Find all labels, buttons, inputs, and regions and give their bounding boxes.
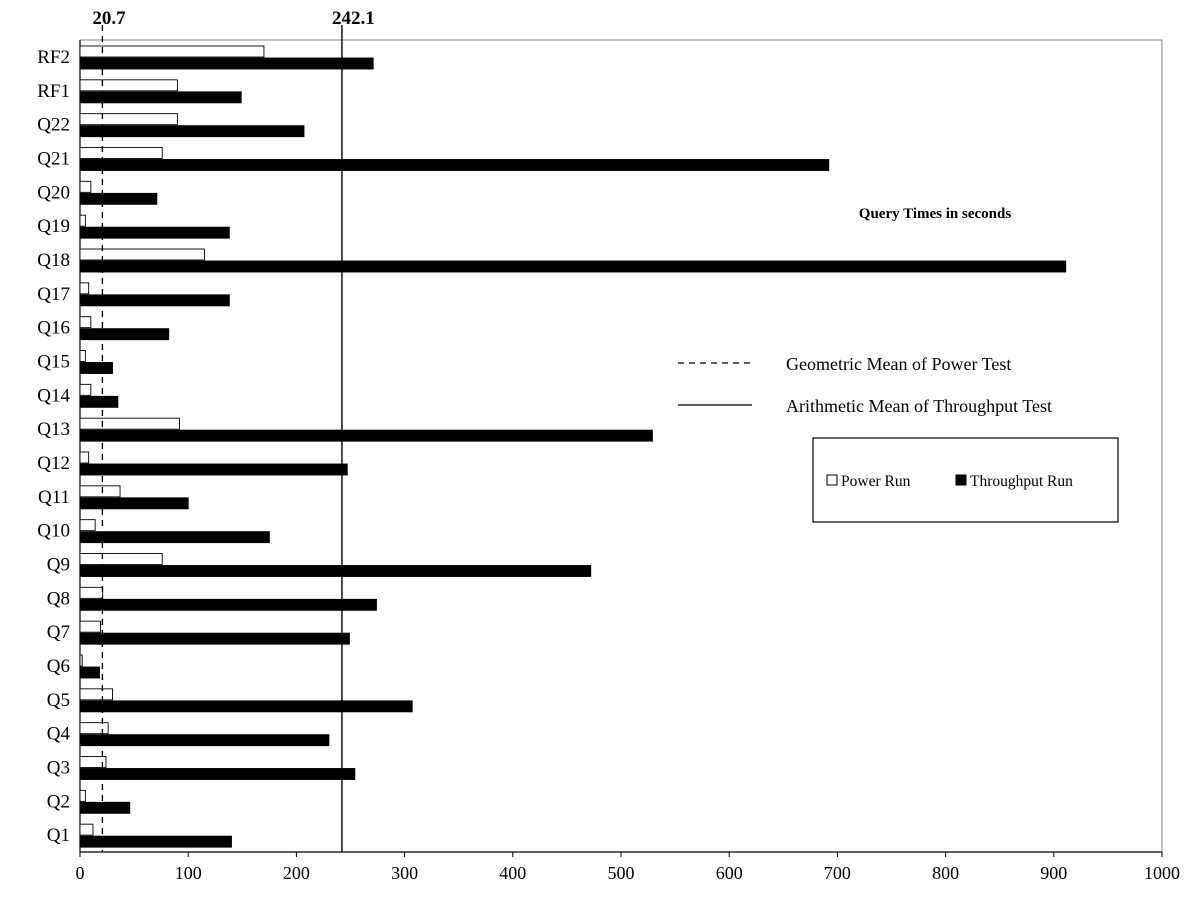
throughput-run-bar [79,565,592,577]
throughput-run-bar [79,632,350,645]
x-tick-label: 200 [283,863,310,883]
x-tick-label: 900 [1040,863,1067,883]
category-label: Q3 [47,757,70,778]
category-label: Q11 [38,487,70,508]
category-label: Q19 [37,216,70,237]
category-label: Q21 [37,148,70,169]
throughput-run-bar [79,429,653,442]
power-run-bar [79,586,104,599]
geometric-mean-label: 20.7 [92,8,126,29]
category-label: Q18 [37,250,70,271]
power-run-bar [79,417,180,430]
throughput-run-bar [79,801,131,814]
category-label: Q5 [47,690,70,711]
category-label: RF1 [37,81,70,102]
power-run-bar [79,350,86,362]
category-label: Q8 [47,588,70,609]
power-run-bar [79,316,92,329]
category-label: Q1 [47,825,70,846]
chart-annotation: Query Times in seconds [859,206,1012,222]
power-run-legend-label: Power Run [841,473,911,490]
x-tick-label: 300 [391,863,418,883]
category-label: Q2 [47,791,70,812]
power-run-bar [79,248,205,261]
category-label: Q13 [37,419,70,440]
throughput-run-bar [79,395,119,408]
arithmetic-mean-legend-label: Arithmetic Mean of Throughput Test [786,396,1052,416]
category-label: Q15 [37,351,70,372]
geometric-mean-legend-label: Geometric Mean of Power Test [786,354,1011,374]
throughput-run-bar [79,734,330,747]
throughput-run-bar [79,497,189,510]
power-run-bar [79,214,86,227]
category-label: Q16 [37,318,70,339]
throughput-run-bar [79,125,305,138]
category-label: Q17 [37,284,70,305]
category-label: Q6 [47,656,70,677]
category-label: RF2 [37,47,70,68]
power-run-bar [79,519,96,532]
x-tick-label: 400 [499,863,526,883]
x-tick-label: 100 [175,863,202,883]
x-tick-label: 600 [716,863,743,883]
throughput-run-bar [79,91,242,104]
power-run-bar [79,823,94,836]
power-run-bar [79,756,107,768]
throughput-run-legend-swatch [955,474,967,486]
category-label: Q4 [47,724,71,745]
x-tick-label: 500 [608,863,635,883]
power-run-bar [79,147,163,159]
throughput-run-bar [79,463,348,476]
power-run-bar [79,282,90,295]
category-label: Q12 [37,453,70,474]
x-tick-label: 700 [824,863,851,883]
category-label: Q7 [47,622,70,643]
power-run-bar [79,79,178,92]
throughput-run-bar [79,294,230,307]
throughput-run-bar [79,226,230,239]
power-run-bar [79,553,163,565]
x-tick-label: 0 [76,863,85,883]
power-run-bar [79,451,90,464]
throughput-run-bar [79,835,232,848]
category-label: Q14 [37,385,70,406]
throughput-run-bar [79,768,356,780]
category-label: Q9 [47,554,70,575]
throughput-run-legend-label: Throughput Run [970,473,1073,490]
throughput-run-bar [79,362,113,374]
throughput-run-bar [79,328,170,341]
power-run-bar [79,620,102,633]
throughput-run-bar [79,260,1067,273]
category-label: Q22 [37,115,70,136]
power-run-bar [79,113,178,126]
throughput-run-bar [79,159,830,171]
throughput-run-bar [79,700,413,713]
power-run-bar [79,485,121,498]
throughput-run-bar [79,192,158,205]
power-run-bar [79,688,113,701]
power-run-bar [79,180,92,193]
throughput-run-bar [79,57,374,70]
power-run-bar [79,45,265,58]
power-run-bar [79,722,109,735]
power-run-bar [79,654,83,667]
power-run-bar [79,383,92,396]
throughput-run-bar [79,666,100,679]
x-tick-label: 800 [932,863,959,883]
throughput-run-bar [79,598,377,611]
arithmetic-mean-label: 242.1 [332,8,375,29]
throughput-run-bar [79,531,270,544]
category-label: Q10 [37,521,70,542]
power-run-legend-swatch [826,474,838,486]
category-label: Q20 [37,182,70,203]
power-run-bar [79,789,86,802]
x-tick-label: 1000 [1144,863,1180,883]
